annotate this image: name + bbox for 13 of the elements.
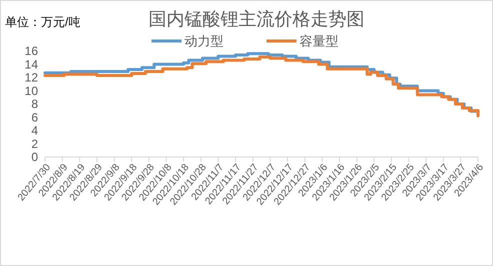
y-tick-label: 4 <box>31 124 38 138</box>
y-tick-label: 0 <box>31 150 38 164</box>
y-tick-label: 16 <box>24 44 38 58</box>
legend-label: 动力型 <box>184 34 224 49</box>
y-tick-label: 8 <box>31 97 38 112</box>
y-tick-label: 6 <box>31 110 38 124</box>
y-tick-label: 14 <box>24 57 38 72</box>
text: 单位：万元/吨 <box>5 15 80 29</box>
chart-title: 国内锰酸锂主流价格走势图 <box>148 9 364 29</box>
legend-label: 容量型 <box>300 34 338 49</box>
y-tick-label: 2 <box>31 136 38 151</box>
y-tick-label: 10 <box>24 84 38 98</box>
y-tick-label: 12 <box>24 70 38 85</box>
